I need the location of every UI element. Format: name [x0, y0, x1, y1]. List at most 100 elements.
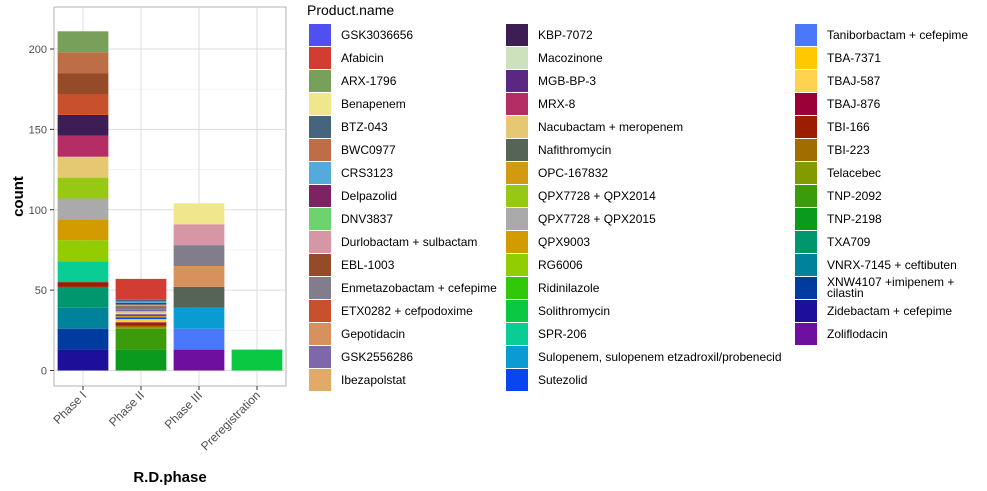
legend-label: EBL-1003 [341, 258, 395, 272]
legend-label: Gepotidacin [341, 327, 406, 341]
legend-swatch [506, 231, 528, 253]
legend-label: QPX7728 + QPX2015 [538, 212, 656, 226]
legend-swatch [506, 208, 528, 230]
legend-label: DNV3837 [341, 212, 394, 226]
bar-segment [115, 301, 167, 303]
legend-swatch [309, 300, 331, 322]
bar-segment [57, 219, 109, 241]
legend-swatch [309, 185, 331, 207]
legend-swatch [506, 139, 528, 161]
bar-segment [173, 307, 225, 329]
legend-label: Delpazolid [341, 189, 398, 203]
legend-swatch [309, 162, 331, 184]
legend-label: Solithromycin [538, 304, 611, 318]
bar-segment [115, 299, 167, 302]
legend-label: Ridinilazole [538, 281, 600, 295]
legend-swatch [795, 254, 817, 276]
bar-segment [57, 286, 109, 308]
legend-label: TBAJ-587 [827, 74, 881, 88]
legend-swatch [309, 323, 331, 345]
legend-label: XNW4107 +imipenem + cilastin [827, 275, 955, 300]
bar-segment [115, 327, 167, 329]
legend-swatch [309, 277, 331, 299]
bar-segment [173, 328, 225, 350]
legend-swatch [795, 24, 817, 46]
legend-label: Zoliflodacin [827, 327, 888, 341]
bar-segment [115, 311, 167, 313]
bar-segment [57, 349, 109, 371]
legend-swatch [506, 24, 528, 46]
legend-label: Zidebactam + cefepime [827, 304, 953, 318]
legend-swatch [309, 116, 331, 138]
legend-swatch [506, 70, 528, 92]
legend-swatch [506, 300, 528, 322]
bar-segment [231, 349, 283, 371]
legend-label: Enmetazobactam + cefepime [341, 281, 497, 295]
legend-label: Telacebec [827, 166, 882, 180]
legend-label: BTZ-043 [341, 120, 388, 134]
bar-segment [115, 314, 167, 316]
bar-segment [115, 306, 167, 308]
legend-swatch [309, 24, 331, 46]
legend-label: Macozinone [538, 51, 603, 65]
y-tick-label: 50 [35, 285, 47, 297]
bar-segment [115, 307, 167, 310]
legend-swatch [506, 185, 528, 207]
legend-swatch [506, 116, 528, 138]
y-tick-label: 0 [41, 366, 47, 378]
legend-label: TBI-166 [827, 120, 870, 134]
legend-swatch [309, 208, 331, 230]
legend-label: VNRX-7145 + ceftibuten [827, 258, 957, 272]
legend-swatch [795, 208, 817, 230]
plot-area: 0 50 100 150 200 Phase I Phase II Phase IIIPrer… [10, 6, 287, 486]
legend-swatch [795, 231, 817, 253]
x-tick-label: Phase III [162, 388, 205, 431]
legend-swatch [795, 323, 817, 345]
legend-swatch [506, 346, 528, 368]
bar-segment [173, 286, 225, 308]
legend-label: Sulopenem, sulopenem etzadroxil/probenec… [538, 350, 782, 364]
bar-segment [57, 261, 109, 283]
legend-label: QPX9003 [538, 235, 591, 249]
legend-label: RG6006 [538, 258, 583, 272]
legend-label: TNP-2092 [827, 189, 882, 203]
legend-label: ETX0282 + cefpodoxime [341, 304, 473, 318]
legend-swatch [506, 323, 528, 345]
legend-label: TBA-7371 [827, 51, 882, 65]
legend-label: Sutezolid [538, 373, 588, 387]
legend-label: GSK2556286 [341, 350, 414, 364]
x-axis-title: R.D.phase [133, 469, 206, 486]
legend-label: TBAJ-876 [827, 97, 881, 111]
legend-label: Nafithromycin [538, 143, 612, 157]
legend-swatch [506, 277, 528, 299]
bar-segment [173, 266, 225, 287]
legend-swatch [506, 369, 528, 391]
legend-swatch [309, 70, 331, 92]
bar-segment [115, 328, 167, 350]
bar-segment [173, 224, 225, 246]
y-tick-label: 200 [29, 44, 47, 56]
legend-label: KBP-7072 [538, 28, 593, 42]
bar-segment [57, 135, 109, 157]
bar-segment [57, 114, 109, 136]
legend-label: SPR-206 [538, 327, 587, 341]
bar-segment [57, 52, 109, 74]
legend-label: BWC0977 [341, 143, 396, 157]
legend-swatch [795, 185, 817, 207]
bar-segment [57, 94, 109, 115]
legend-swatch [795, 93, 817, 115]
legend-swatch [309, 254, 331, 276]
y-axis-title: count [10, 176, 27, 217]
legend-swatch [309, 369, 331, 391]
legend-label: MGB-BP-3 [538, 74, 597, 88]
legend-label: Ibezapolstat [341, 373, 406, 387]
legend-label: QPX7728 + QPX2014 [538, 189, 656, 203]
legend-swatch [506, 47, 528, 69]
y-tick-label: 150 [29, 124, 47, 136]
legend-swatch [795, 116, 817, 138]
bar-segment [115, 312, 167, 315]
legend-swatch [795, 139, 817, 161]
bar-segment [57, 240, 109, 262]
bar-segment [57, 31, 109, 53]
